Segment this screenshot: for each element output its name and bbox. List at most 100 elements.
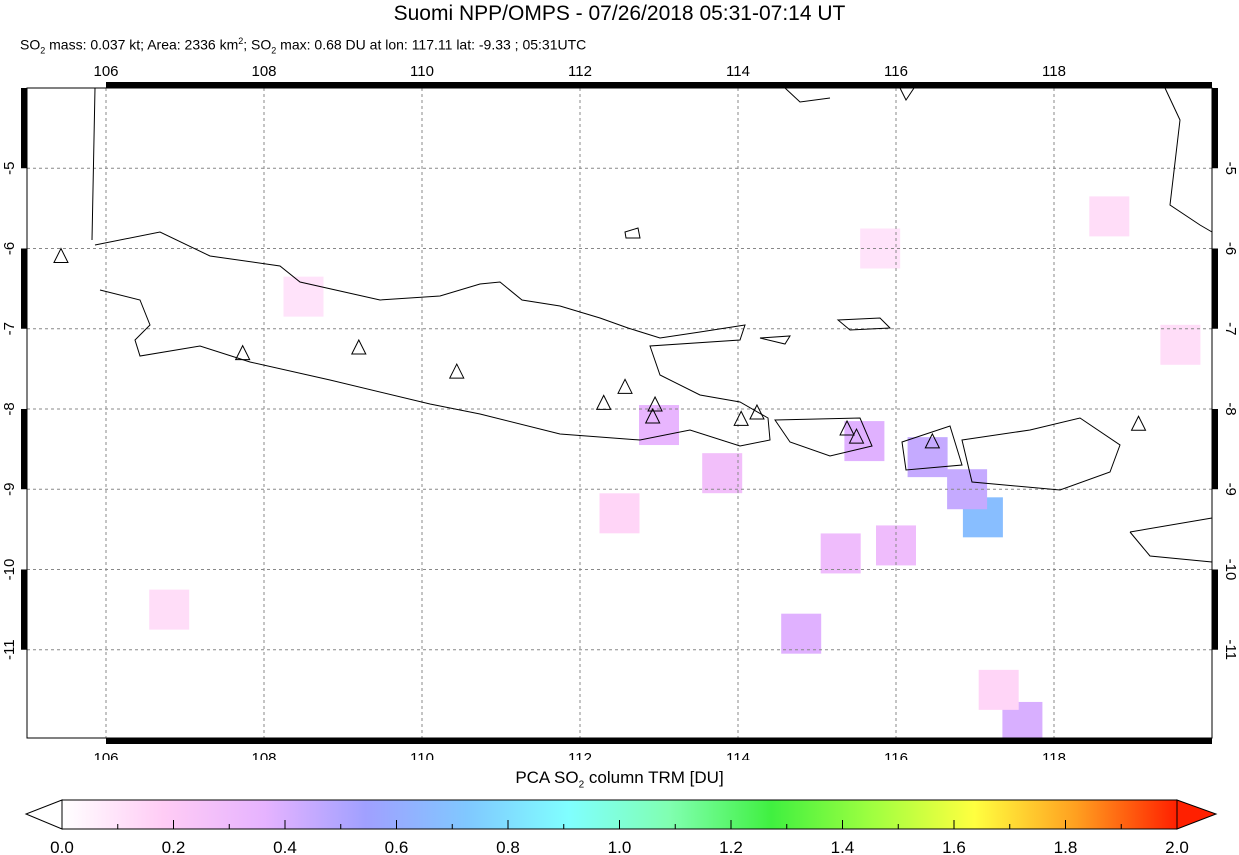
colorbar-tick-label: 1.6 bbox=[942, 838, 966, 855]
frame-segment bbox=[106, 738, 264, 744]
lat-tick-label-left: -7 bbox=[1, 322, 18, 335]
lat-tick-label-right: -7 bbox=[1222, 322, 1239, 335]
frame-segment bbox=[1054, 82, 1212, 88]
axis-labels: 106 106 108 108 110 110 112 112 114 114 116 116 118 1… bbox=[1, 63, 1239, 760]
volcano-icon bbox=[647, 395, 663, 412]
volcano-icon bbox=[848, 427, 865, 444]
volcano-icon bbox=[448, 362, 465, 379]
lon-tick-label-top: 114 bbox=[726, 63, 750, 80]
sub-text: ; SO bbox=[243, 36, 272, 53]
colorbar-tick-label: 1.8 bbox=[1054, 838, 1078, 855]
frame-segment bbox=[738, 738, 896, 744]
so2-cells bbox=[149, 196, 1201, 742]
colorbar-tick-label: 0.4 bbox=[273, 838, 297, 855]
lat-tick-label-right: -8 bbox=[1222, 402, 1239, 415]
page-title: Suomi NPP/OMPS - 07/26/2018 05:31-07:14 … bbox=[393, 2, 846, 25]
coastline-sumbawa bbox=[961, 417, 1121, 491]
frame-segment bbox=[580, 738, 738, 744]
colorbar-max-arrow bbox=[1176, 799, 1218, 830]
colorbar-tick-label: 1.0 bbox=[608, 838, 632, 855]
volcano-icon bbox=[53, 247, 69, 264]
volcano-icon bbox=[924, 432, 941, 449]
lon-tick-label-bottom: 108 bbox=[251, 750, 276, 760]
frame-segment bbox=[21, 88, 27, 169]
volcano-icon bbox=[617, 378, 633, 394]
coastline-kalimantan bbox=[1164, 87, 1213, 233]
cb-text: column TRM [DU] bbox=[584, 768, 724, 787]
frame-segment bbox=[738, 82, 896, 88]
so2-cell bbox=[978, 669, 1019, 710]
lon-tick-label-bottom: 114 bbox=[726, 750, 750, 760]
coastline-java bbox=[94, 231, 771, 447]
so2-cell bbox=[599, 493, 640, 534]
lat-tick-label-left: -8 bbox=[1, 402, 18, 415]
colorbar-tick-label: 1.2 bbox=[719, 838, 743, 855]
frame-segment bbox=[1054, 738, 1212, 744]
so2-cell bbox=[283, 276, 324, 317]
lat-tick-label-left: -10 bbox=[1, 559, 18, 581]
lat-tick-label-right: -10 bbox=[1222, 559, 1239, 581]
volcano-icon bbox=[234, 344, 251, 361]
so2-cell bbox=[781, 613, 822, 654]
coastline-islands bbox=[624, 227, 892, 345]
so2-cell bbox=[149, 589, 190, 630]
frame-segment bbox=[1212, 569, 1218, 650]
frame-segment bbox=[21, 248, 27, 329]
subtitle: SO2 mass: 0.037 kt; Area: 2336 km2; SO2 … bbox=[20, 36, 586, 55]
coastline-sumba bbox=[1129, 517, 1213, 563]
sub-text: mass: 0.037 kt; Area: 2336 km bbox=[45, 36, 239, 53]
lat-tick-label-right: -6 bbox=[1222, 242, 1239, 255]
frame-segment bbox=[21, 569, 27, 650]
frame-segment bbox=[1212, 408, 1218, 490]
volcano-icon bbox=[644, 407, 661, 424]
colorbar-label: PCA SO2 column TRM [DU] bbox=[0, 768, 1239, 790]
so2-cell bbox=[1089, 196, 1130, 237]
lat-tick-label-left: -5 bbox=[1, 162, 18, 175]
lon-tick-label-top: 106 bbox=[93, 63, 118, 80]
lon-tick-label-bottom: 112 bbox=[568, 750, 592, 760]
lon-tick-label-top: 116 bbox=[884, 63, 908, 80]
frame-segment bbox=[896, 738, 1054, 744]
map-frame bbox=[26, 87, 1213, 739]
sub-text: 2 bbox=[271, 45, 277, 56]
lat-tick-label-left: -6 bbox=[1, 242, 18, 255]
coastlines bbox=[91, 87, 1213, 563]
frame-segment bbox=[106, 82, 264, 88]
cb-text: PCA SO bbox=[515, 768, 579, 787]
frame-segment bbox=[264, 738, 422, 744]
lat-tick-label-right: -5 bbox=[1222, 162, 1239, 175]
colorbar-gradient bbox=[61, 799, 1178, 830]
map: 106 106 108 108 110 110 112 112 114 114 116 116 118 1… bbox=[1, 63, 1239, 760]
lon-tick-label-top: 110 bbox=[410, 63, 434, 80]
frame-segment bbox=[264, 82, 422, 88]
lon-tick-label-top: 118 bbox=[1042, 63, 1066, 80]
volcano-icon bbox=[350, 338, 367, 355]
frame-segment bbox=[1212, 248, 1218, 329]
lon-tick-label-bottom: 118 bbox=[1042, 750, 1066, 760]
frame-segment bbox=[422, 82, 580, 88]
colorbar-tick-label: 1.4 bbox=[831, 838, 855, 855]
coastline-lombok bbox=[901, 425, 963, 471]
colorbar-tick-label: 2.0 bbox=[1165, 838, 1189, 855]
lon-tick-label-bottom: 106 bbox=[93, 750, 118, 760]
volcano-icon bbox=[749, 403, 765, 420]
frame-segment bbox=[422, 738, 580, 744]
frame-segment bbox=[21, 408, 27, 490]
map-border-ticks bbox=[21, 82, 1218, 744]
lat-tick-label-right: -9 bbox=[1222, 483, 1239, 496]
lon-tick-label-bottom: 116 bbox=[884, 750, 908, 760]
lon-tick-label-top: 108 bbox=[251, 63, 276, 80]
cb-text: 2 bbox=[578, 779, 585, 791]
volcano-icon bbox=[733, 410, 749, 426]
coastline-bali bbox=[774, 417, 873, 457]
volcano-markers bbox=[53, 247, 1147, 449]
colorbar-tick-label: 0.8 bbox=[496, 838, 520, 855]
lat-tick-label-left: -9 bbox=[1, 483, 18, 496]
coastline-north bbox=[91, 87, 915, 241]
frame-segment bbox=[896, 82, 1054, 88]
colorbar-tick-label: 0.2 bbox=[162, 838, 186, 855]
sub-text: max: 0.68 DU at lon: 117.11 lat: -9.33 ;… bbox=[276, 36, 587, 53]
so2-cell bbox=[702, 453, 743, 494]
colorbar-min-arrow bbox=[24, 799, 63, 830]
